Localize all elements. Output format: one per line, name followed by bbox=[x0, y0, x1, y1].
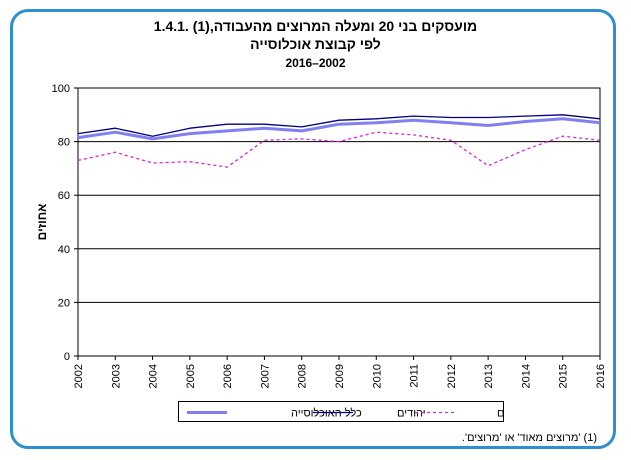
x-tick-label: 2004 bbox=[148, 364, 160, 388]
y-tick-label: 80 bbox=[58, 137, 70, 149]
chart-frame bbox=[10, 9, 616, 449]
y-tick-label: 60 bbox=[58, 190, 70, 202]
footnote: (1) 'מרוצים מאוד' או 'מרוצים'. bbox=[461, 432, 597, 444]
x-tick-label: 2014 bbox=[520, 364, 532, 388]
x-tick-label: 2012 bbox=[446, 364, 458, 388]
x-tick-label: 2013 bbox=[483, 364, 495, 388]
y-tick-label: 20 bbox=[58, 297, 70, 309]
x-tick-label: 2002 bbox=[73, 364, 85, 388]
legend-label-2: ערבים bbox=[497, 408, 505, 420]
chart-title: 1.4.1. מועסקים בני 20 ומעלה המרוצים מהעב… bbox=[153, 18, 478, 34]
x-tick-label: 2005 bbox=[185, 364, 197, 388]
plot-area bbox=[77, 87, 601, 357]
y-tick-label: 0 bbox=[64, 351, 70, 363]
x-tick-label: 2003 bbox=[110, 364, 122, 388]
chart-years-range: 2016–2002 bbox=[285, 56, 346, 70]
chart-legend: כלל האוכלוסייהיהודיםערבים bbox=[178, 401, 526, 422]
x-tick-label: 2008 bbox=[297, 364, 309, 388]
series-line-2 bbox=[77, 131, 601, 168]
series-line-1 bbox=[77, 114, 601, 137]
chart-subtitle: לפי קבוצת אוכלוסייה bbox=[250, 36, 381, 52]
x-tick-label: 2010 bbox=[371, 364, 383, 388]
x-tick-label: 2009 bbox=[334, 364, 346, 388]
x-tick-label: 2006 bbox=[222, 364, 234, 388]
series-line-0 bbox=[77, 117, 601, 141]
x-tick-label: 2015 bbox=[558, 364, 570, 388]
y-tick-label: 100 bbox=[52, 83, 70, 95]
y-axis-label: אחוזים bbox=[35, 204, 49, 241]
x-tick-label: 2011 bbox=[409, 364, 421, 388]
x-tick-label: 2016 bbox=[595, 364, 607, 388]
x-tick-label: 2007 bbox=[259, 364, 271, 388]
legend-items: כלל האוכלוסייהיהודיםערבים bbox=[187, 407, 526, 420]
y-tick-label: 40 bbox=[58, 244, 70, 256]
legend-label-1: יהודים bbox=[397, 408, 426, 420]
